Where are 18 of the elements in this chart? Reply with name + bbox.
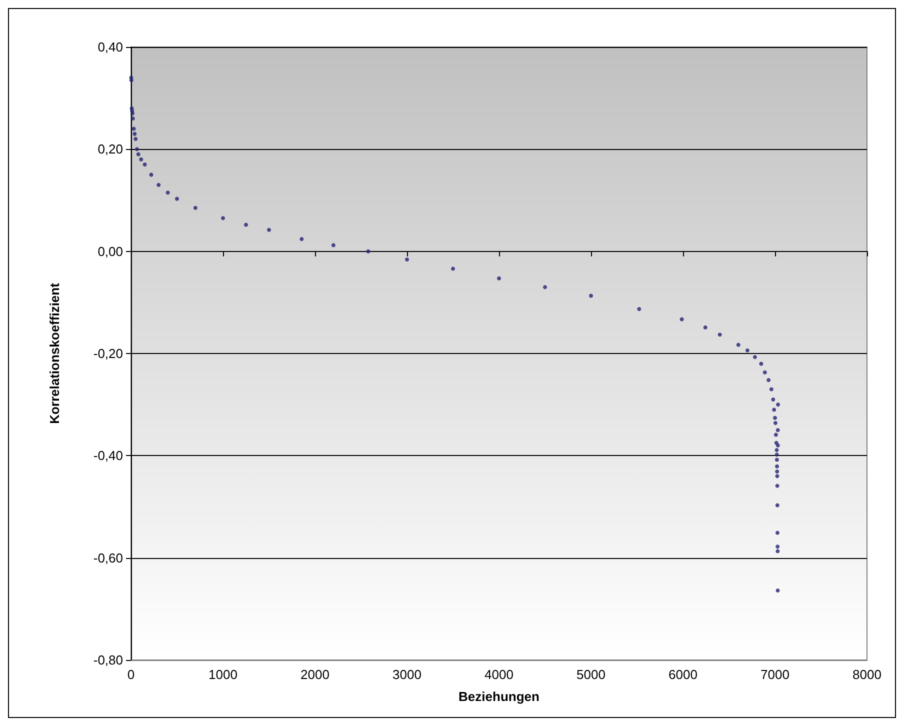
x-tick-label: 7000 [760,667,790,682]
y-tick-label: 0,40 [98,40,123,54]
y-tick-label: -0,20 [93,346,123,361]
y-tick-label: 0,20 [98,142,123,157]
x-tick-label: 4000 [484,667,514,682]
x-tick-label: 0 [127,667,135,682]
y-tick-label: -0,60 [93,550,123,566]
y-tick-label: 0,00 [98,244,123,259]
x-tick-label: 2000 [300,667,330,682]
x-tick-label: 5000 [576,667,606,682]
x-tick-label: 6000 [668,667,698,682]
x-axis-title: Beziehungen [458,689,540,704]
y-tick-label: -0,40 [93,448,123,464]
y-tick-label: -0,80 [93,652,123,668]
x-tick-label: 8000 [852,667,882,682]
y-axis-title: Korrelationskoeffizient [47,282,62,424]
x-tick-label: 1000 [208,667,238,682]
x-tick-label: 3000 [392,667,422,682]
